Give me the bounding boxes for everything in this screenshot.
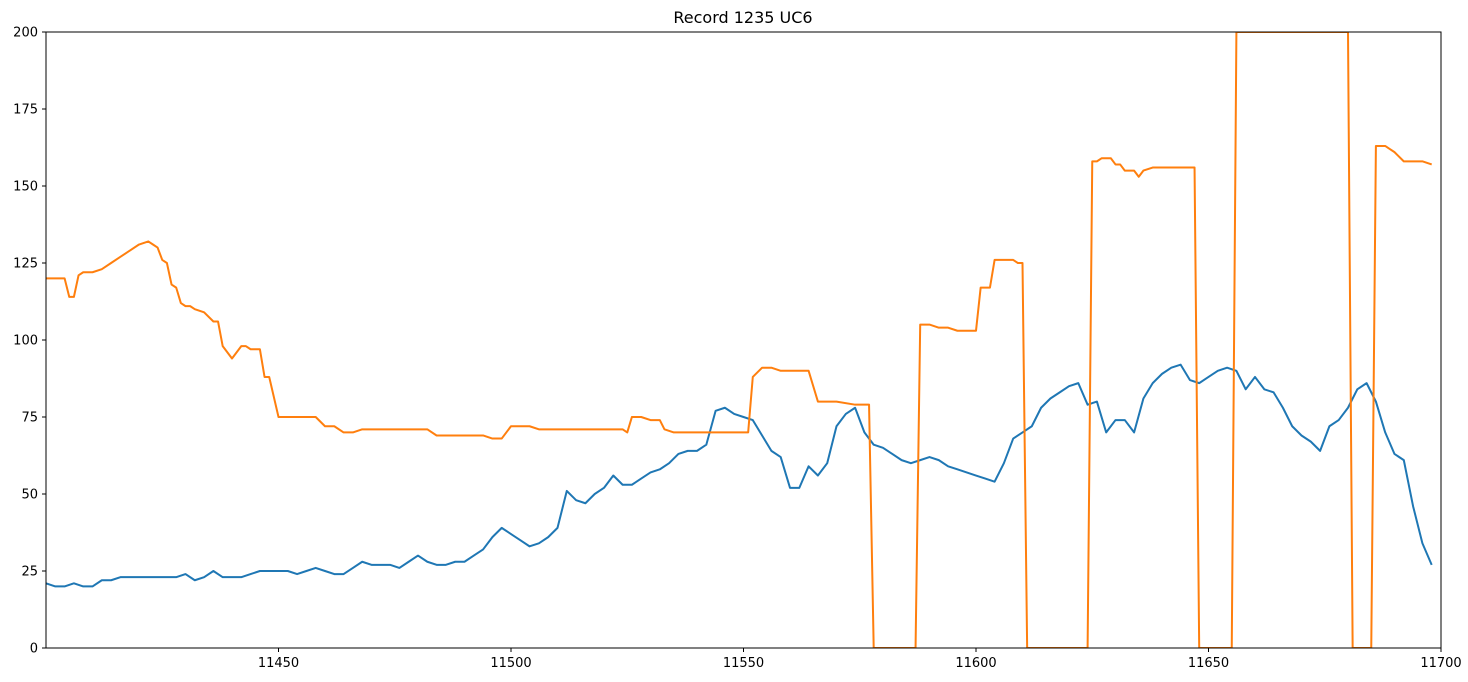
x-tick-label: 11550 [723,656,764,671]
x-tick-label: 11450 [258,656,299,671]
series-layer [46,32,1433,648]
x-axis: 11450 11500 11550 11600 11650 11700 [258,648,1462,671]
x-tick-label: 11650 [1188,656,1229,671]
x-tick-label: 11600 [955,656,996,671]
y-tick-label: 100 [13,334,38,349]
series-line-1 [46,363,1433,588]
chart-title: Record 1235 UC6 [673,8,812,27]
y-tick-label: 0 [30,642,38,657]
y-tick-label: 175 [13,103,38,118]
x-tick-label: 11500 [490,656,531,671]
y-tick-label: 50 [21,488,38,503]
x-tick-label: 11700 [1420,656,1461,671]
y-tick-label: 200 [13,26,38,41]
series-line-2 [46,32,1433,648]
y-axis: 0 25 50 75 100 125 150 175 200 [13,26,46,657]
y-tick-label: 125 [13,257,38,272]
y-tick-label: 150 [13,180,38,195]
plot-frame [45,31,1442,649]
y-tick-label: 25 [21,565,38,580]
y-tick-label: 75 [21,411,38,426]
